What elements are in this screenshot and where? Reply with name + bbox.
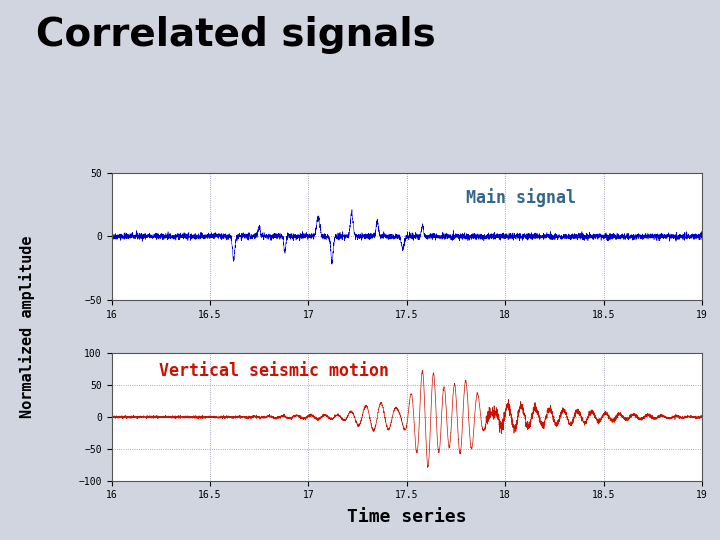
Text: Vertical seismic motion: Vertical seismic motion (159, 362, 389, 380)
Text: Time series: Time series (347, 509, 467, 526)
Text: Correlated signals: Correlated signals (36, 16, 436, 54)
Text: Main signal: Main signal (466, 188, 576, 207)
Text: Normalized amplitude: Normalized amplitude (19, 235, 35, 418)
